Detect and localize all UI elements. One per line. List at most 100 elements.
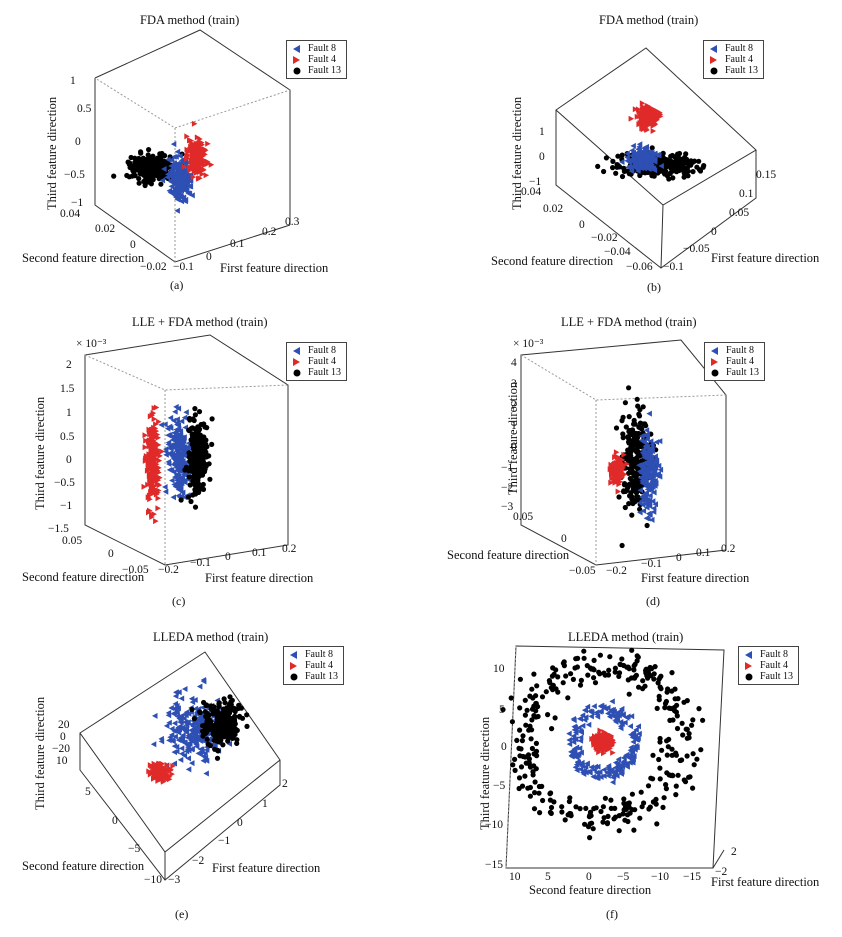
legend-label: Fault 8: [308, 43, 337, 54]
scatter-point: [155, 505, 161, 512]
scatter-point: [662, 705, 668, 711]
xlabel: First feature direction: [711, 251, 820, 265]
scatter-point: [196, 683, 203, 690]
scatter-point: [643, 423, 649, 429]
scatter-point: [579, 759, 585, 766]
scatter-point: [605, 710, 611, 717]
triangle-left-icon: [291, 346, 305, 356]
xtick: 0.3: [285, 216, 300, 228]
scatter-point: [641, 439, 647, 446]
triangle-right-icon: [291, 55, 305, 65]
chart-panel-b: 1 0 −1 0.04 0.02 0 −0.02 −0.04 −0.06 −0.…: [421, 0, 842, 300]
scatter-point: [607, 654, 613, 660]
scatter-point: [696, 158, 702, 164]
scatter-point: [598, 738, 604, 744]
scatter-point: [566, 737, 572, 743]
scatter-point: [673, 161, 679, 167]
scatter-point: [635, 723, 641, 730]
legend-label: Fault 4: [726, 356, 755, 367]
scatter-point: [639, 474, 645, 481]
legend-item: Fault 13: [709, 367, 759, 378]
ytick: 0.02: [543, 203, 563, 215]
scatter-point: [177, 153, 183, 159]
scatter-point: [636, 149, 642, 155]
scatter-point: [626, 414, 632, 420]
scatter-point: [228, 702, 234, 708]
scatter-point: [193, 146, 199, 153]
scatter-point: [575, 759, 581, 766]
scatter-point: [615, 756, 622, 763]
scatter-point: [593, 769, 600, 776]
scatter-point: [158, 735, 164, 742]
scatter-point: [600, 804, 606, 810]
xtick: 0: [676, 552, 682, 564]
ztick: 0: [66, 454, 72, 466]
scatter-point: [657, 776, 663, 782]
scatter-point: [644, 113, 651, 120]
scatter-point: [616, 494, 622, 500]
scatter-point: [614, 772, 620, 779]
scatter-point: [680, 732, 686, 738]
scatter-point: [659, 747, 665, 753]
scatter-point: [613, 449, 620, 456]
scatter-point: [180, 732, 186, 739]
scatter-point: [628, 115, 635, 122]
scatter-point: [647, 804, 653, 810]
scatter-point: [559, 804, 565, 810]
scatter-point: [197, 175, 203, 182]
ytick: −0.04: [604, 246, 631, 258]
scatter-point: [669, 152, 675, 159]
scatter-point: [134, 167, 140, 173]
plot-a: 1 0.5 0 −0.5 −1 0.04 0.02 0 −0.02 −0.1 0…: [22, 29, 329, 275]
scatter-point: [548, 804, 555, 811]
scatter-point: [581, 655, 587, 661]
scatter-point: [183, 409, 189, 416]
scatter-point: [201, 157, 207, 164]
ytick: 5: [545, 871, 551, 883]
scatter-point: [700, 164, 706, 170]
scatter-point: [156, 487, 162, 494]
scatter-point: [174, 713, 181, 720]
scatter-point: [186, 474, 192, 480]
scatter-point: [533, 708, 539, 714]
scatter-point: [537, 810, 543, 816]
scatter-point: [631, 667, 637, 673]
scatter-point: [127, 160, 133, 166]
xlabel: First feature direction: [212, 861, 321, 875]
scatter-point: [591, 675, 597, 681]
scatter-point: [582, 707, 588, 714]
scatter-point: [148, 181, 154, 187]
scatter-point: [647, 438, 654, 445]
scatter-point: [681, 166, 687, 172]
scatter-point: [553, 667, 559, 673]
scatter-point: [694, 756, 700, 762]
scatter-point: [181, 739, 188, 746]
chart-title: LLEDA method (train): [153, 630, 269, 644]
xtick: 0: [711, 226, 717, 238]
scatter-point: [178, 194, 185, 201]
scatter-point: [185, 744, 191, 751]
scatter-point: [186, 734, 193, 740]
triangle-left-icon: [743, 650, 757, 660]
scatter-point: [674, 725, 681, 732]
scatter-point: [601, 772, 607, 779]
scatter-point: [640, 104, 646, 111]
scatter-point: [223, 722, 229, 728]
scatter-point: [619, 418, 625, 424]
scatter-point: [649, 145, 655, 151]
legend-item: Fault 4: [288, 660, 338, 671]
scatter-point: [178, 745, 185, 752]
scatter-point: [226, 740, 232, 747]
scatter-point: [655, 151, 661, 158]
xtick: 2: [282, 778, 288, 790]
scatter-point: [587, 835, 593, 841]
ztick: 1: [539, 126, 545, 138]
scatter-point: [648, 673, 654, 679]
scatter-point: [608, 468, 615, 475]
scatter-point: [244, 723, 250, 729]
scatter-point: [172, 457, 179, 464]
scatter-point: [192, 504, 199, 510]
scatter-point: [577, 737, 584, 744]
ztick: 0: [60, 731, 66, 743]
scatter-point: [516, 785, 522, 792]
